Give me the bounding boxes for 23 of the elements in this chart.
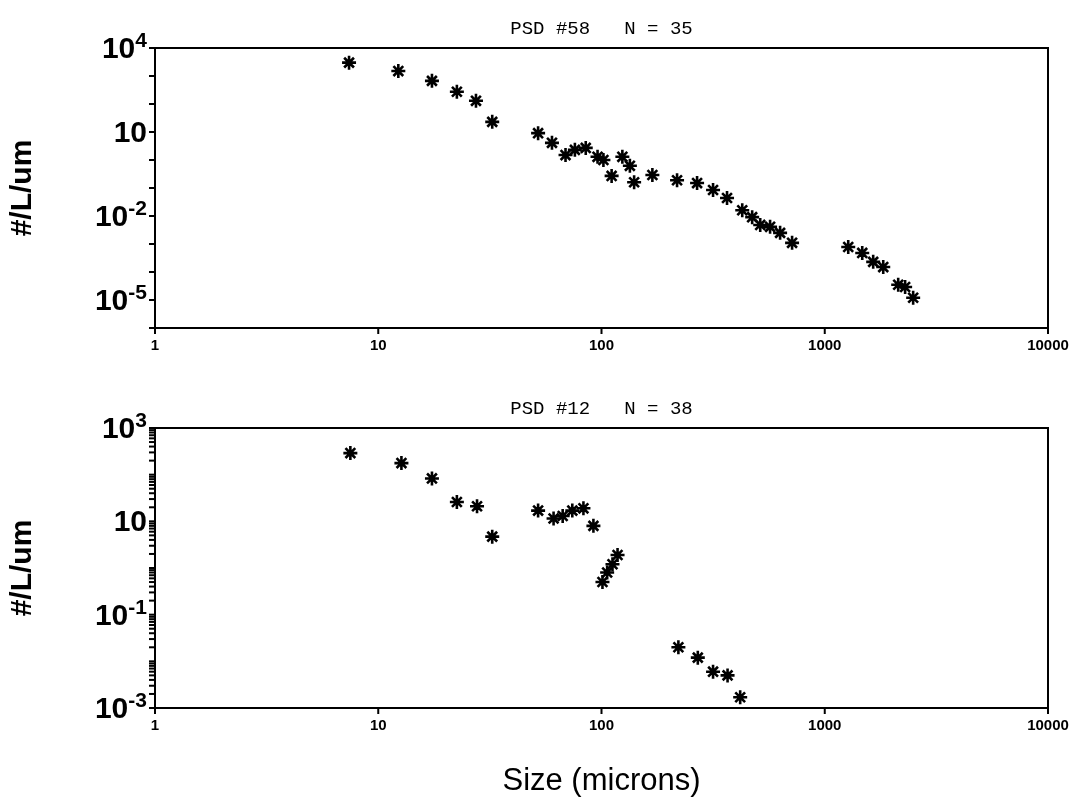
y-axis-title: #/L/um bbox=[3, 519, 37, 617]
x-tick-label: 100 bbox=[588, 336, 615, 353]
x-tick-label: 1 bbox=[150, 716, 160, 733]
x-tick-label: 1 bbox=[150, 336, 160, 353]
y-tick-label: 10$^{-5}$ bbox=[94, 279, 148, 316]
x-tick-label: 10 bbox=[369, 336, 387, 353]
x-tick-label: 10 bbox=[369, 716, 387, 733]
x-tick-label: 1000 bbox=[808, 716, 842, 733]
y-tick-label: 10$^{-2}$ bbox=[94, 195, 147, 232]
y-tick-label: 10 bbox=[113, 504, 147, 538]
y-tick-label: 10$^{-1}$ bbox=[94, 594, 148, 631]
y-tick-label: 10$^{-3}$ bbox=[94, 687, 147, 724]
y-tick-label: 10 bbox=[113, 115, 147, 148]
y-tick-label: 10$^{4}$ bbox=[101, 27, 148, 64]
x-tick-label: 1000 bbox=[808, 336, 842, 353]
x-tick-label: 10000 bbox=[1027, 716, 1069, 733]
x-tick-label: 100 bbox=[588, 716, 615, 733]
chart-title: PSD #58 N = 35 bbox=[509, 18, 694, 40]
x-axis-title: Size (microns) bbox=[502, 762, 701, 797]
y-axis-title: #/L/um bbox=[3, 139, 37, 237]
x-tick-label: 10000 bbox=[1027, 336, 1069, 353]
y-tick-label: 10$^{3}$ bbox=[101, 407, 147, 444]
chart-title: PSD #12 N = 38 bbox=[509, 398, 694, 420]
